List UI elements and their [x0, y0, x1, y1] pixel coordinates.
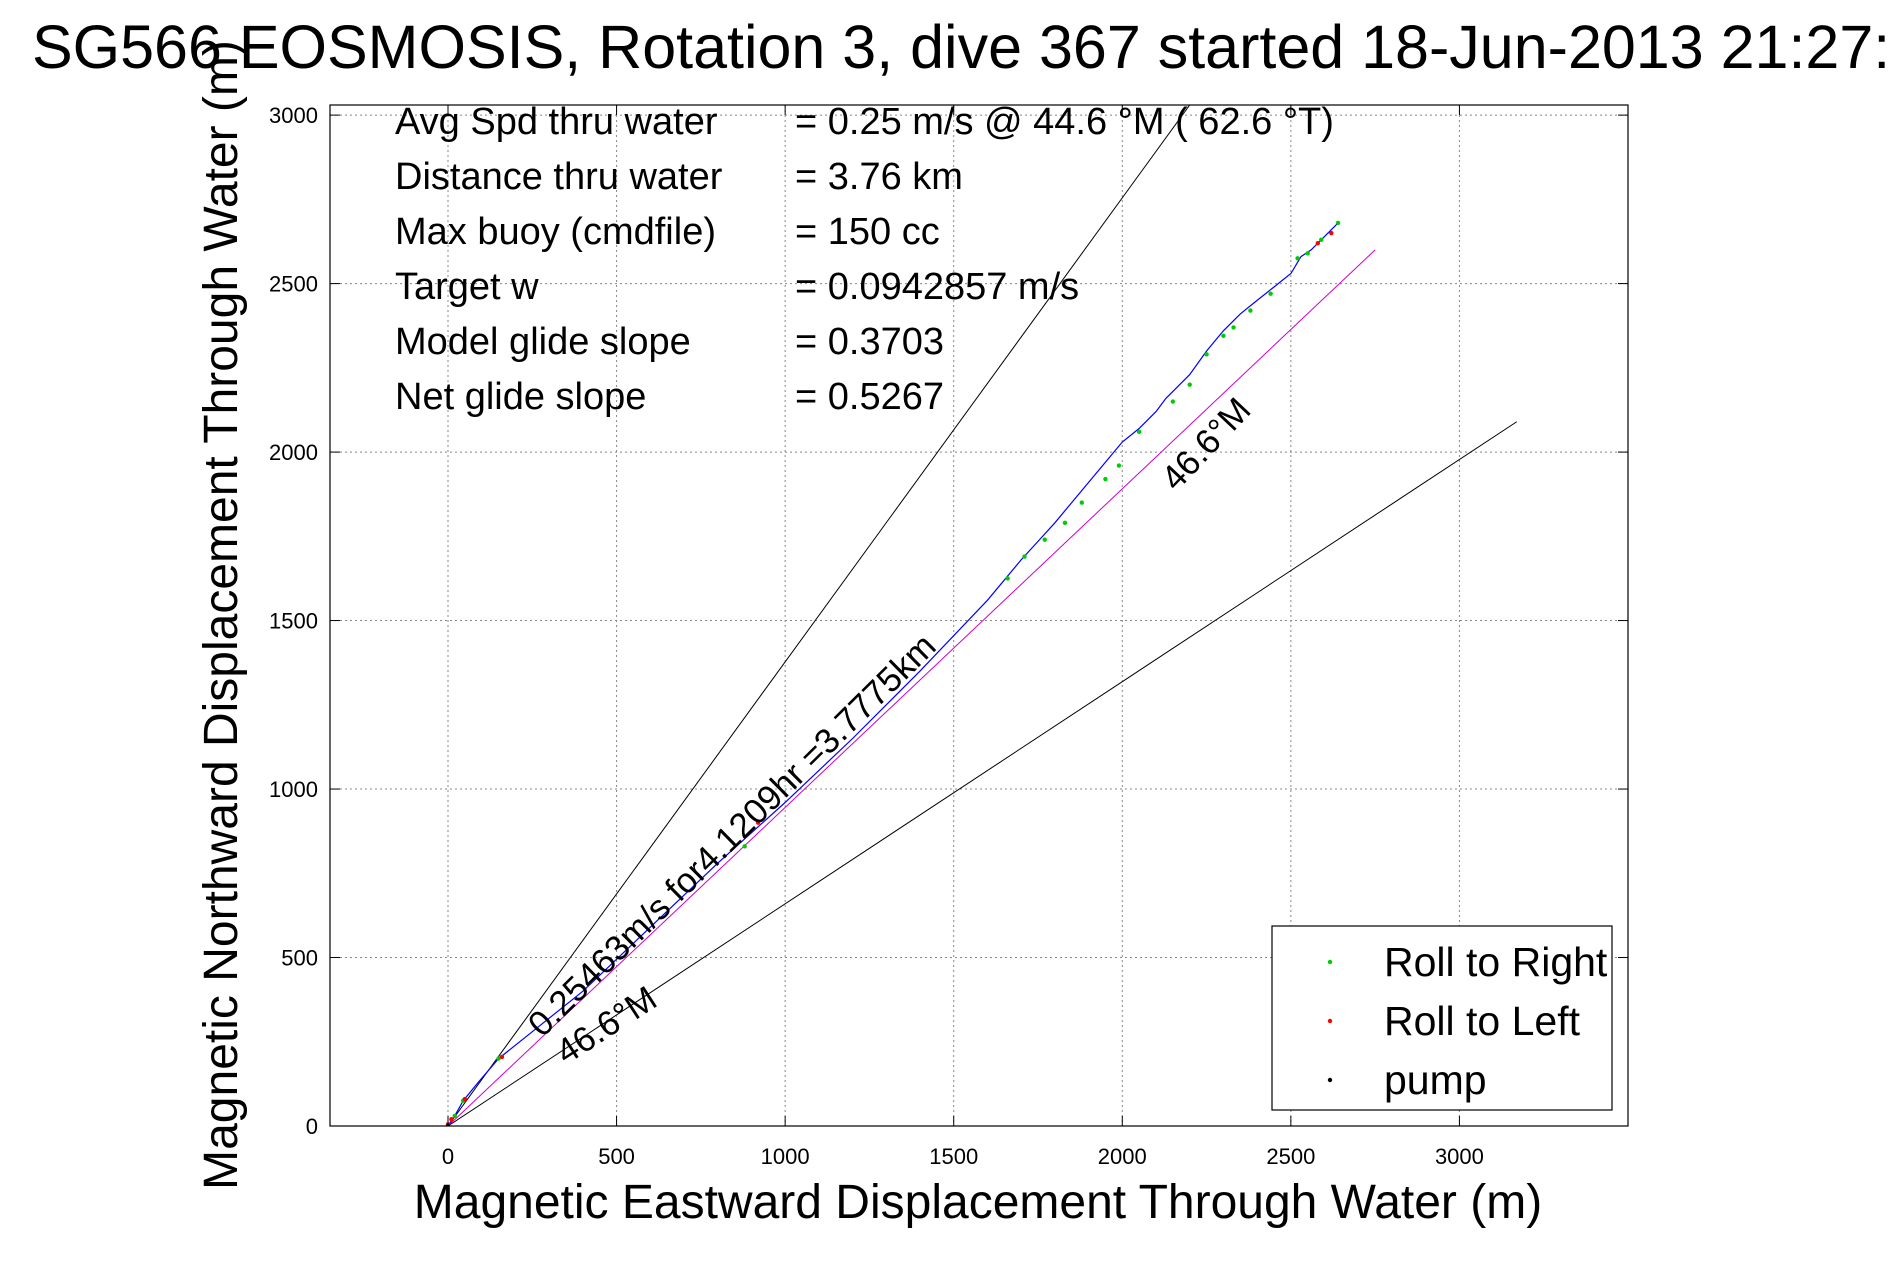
roll-to-right-point	[1005, 576, 1010, 581]
chart-title: SG566 EOSMOSIS, Rotation 3, dive 367 sta…	[32, 13, 1891, 81]
roll-to-left-point	[755, 820, 761, 825]
roll-to-right-point	[1319, 237, 1324, 242]
y-axis-label: Magnetic Northward Displacement Through …	[195, 40, 248, 1190]
y-tick-label: 1000	[269, 777, 318, 802]
stat-value: = 3.76 km	[795, 156, 963, 198]
plot-frame	[329, 104, 1629, 1127]
roll-to-right-point	[1187, 382, 1192, 387]
roll-to-left-point	[499, 1054, 505, 1060]
x-tick-label: 0	[442, 1144, 454, 1169]
y-tick-label: 3000	[269, 103, 318, 128]
roll-to-right-point	[1116, 463, 1122, 468]
stat-value: = 0.3703	[795, 321, 944, 363]
roll-to-right-point	[1248, 308, 1253, 313]
stat-label: Model glide slope	[395, 321, 691, 363]
legend-label: Roll to Left	[1384, 998, 1581, 1044]
roll-to-right-point	[1079, 500, 1085, 505]
roll-to-right-point	[1221, 333, 1226, 339]
axis-ticks	[330, 105, 1628, 1127]
roll-to-right-point	[1204, 352, 1209, 357]
x-tick-label: 1000	[761, 1144, 810, 1169]
stat-label: Distance thru water	[395, 156, 723, 198]
x-axis-label: Magnetic Eastward Displacement Through W…	[414, 1176, 1542, 1229]
y-tick-label: 2500	[269, 272, 318, 297]
y-tick-label: 0	[306, 1114, 318, 1139]
roll-to-right-point	[1022, 554, 1027, 559]
data-series	[447, 222, 1339, 1126]
legend: Roll to Right Roll to Left pump	[1271, 925, 1613, 1111]
roll-to-right-point	[1170, 399, 1176, 404]
lower-bound-line	[447, 421, 1518, 1126]
stat-value: = 0.0942857 m/s	[795, 266, 1079, 308]
stats-block: Avg Spd thru water = 0.25 m/s @ 44.6 °M (…	[395, 101, 1334, 418]
roll-to-right-point	[496, 1056, 501, 1061]
roll-to-right-point	[1305, 251, 1310, 256]
x-tick-label: 1500	[929, 1144, 978, 1169]
roll-to-right-point	[1335, 220, 1341, 226]
roll-to-left-point	[449, 1117, 454, 1122]
roll-to-right-point	[1295, 256, 1300, 261]
legend-marker	[1327, 1077, 1333, 1083]
y-tick-label: 2000	[269, 440, 318, 465]
roll-to-right-point	[1062, 520, 1068, 526]
data-markers	[445, 220, 1341, 1126]
roll-to-right-point	[1103, 476, 1108, 482]
roll-to-right-point	[452, 1113, 457, 1119]
legend-label: pump	[1384, 1057, 1487, 1103]
x-tick-label: 2500	[1266, 1144, 1315, 1169]
x-tick-label: 500	[598, 1144, 635, 1169]
stat-value: = 0.25 m/s @ 44.6 °M ( 62.6 °T)	[795, 101, 1334, 143]
axis-tick-labels: 0 500 1000 1500 2000 2500 3000 0 500 1000 1500 2000…	[269, 103, 1484, 1169]
legend-marker	[1327, 1018, 1333, 1024]
stat-value: = 150 cc	[795, 211, 940, 253]
x-tick-label: 3000	[1435, 1144, 1484, 1169]
roll-to-right-point	[1231, 325, 1236, 330]
y-tick-label: 1500	[269, 609, 318, 634]
roll-to-right-point	[1042, 537, 1047, 542]
stat-label: Target w	[395, 266, 539, 308]
roll-to-right-point	[1136, 429, 1142, 435]
roll-to-left-point	[462, 1096, 468, 1102]
roll-to-left-point	[1329, 230, 1334, 236]
upper-bound-line	[447, 105, 1191, 1126]
stat-label: Net glide slope	[395, 376, 646, 418]
x-tick-label: 2000	[1098, 1144, 1147, 1169]
legend-marker	[1327, 959, 1333, 965]
legend-label: Roll to Right	[1384, 939, 1608, 985]
reference-lines	[447, 105, 1518, 1126]
heading-line	[447, 249, 1376, 1126]
roll-to-right-point	[1268, 291, 1273, 296]
stat-label: Max buoy (cmdfile)	[395, 211, 716, 253]
roll-to-right-point	[742, 844, 747, 849]
roll-to-left-point	[1315, 240, 1321, 246]
y-tick-label: 500	[281, 946, 318, 971]
track-line	[447, 222, 1339, 1126]
stat-label: Avg Spd thru water	[395, 101, 718, 143]
stat-value: = 0.5267	[795, 376, 944, 418]
